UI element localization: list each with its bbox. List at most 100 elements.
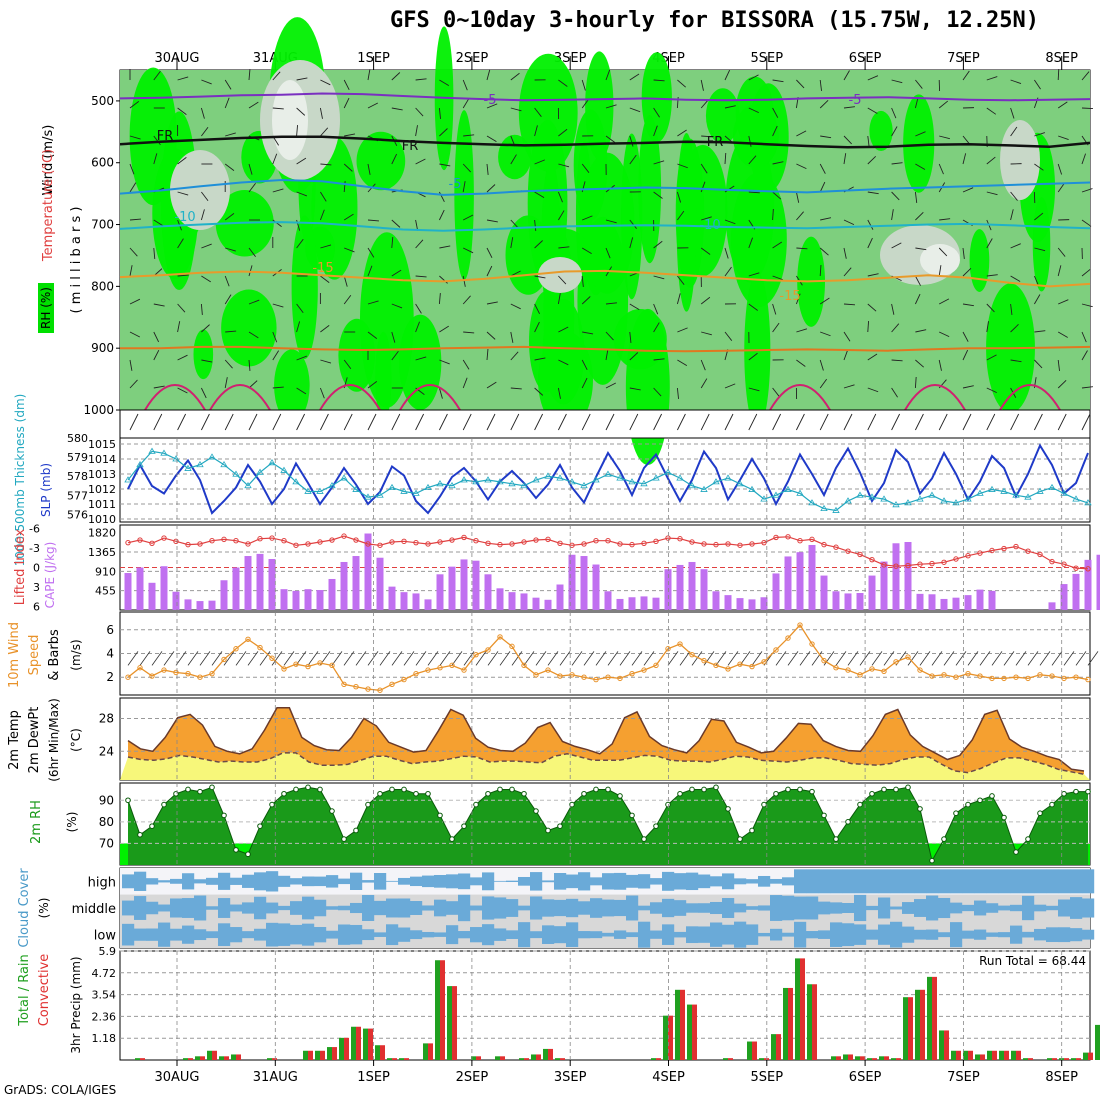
thickness-point (376, 491, 384, 498)
wind-barb (677, 210, 685, 221)
wind-barb (1081, 71, 1090, 81)
wind-barb (724, 105, 736, 109)
wind-barb (676, 191, 682, 203)
wind-speed-point (665, 646, 671, 652)
precip-convective-bar (800, 958, 805, 1060)
wind-barb (438, 293, 441, 305)
surface-wind-barb (595, 651, 607, 666)
lifted-index-point (365, 541, 371, 547)
cloud-cover-cell (518, 876, 531, 886)
precip-tick-label: 2.36 (92, 1010, 117, 1023)
wind-barb (534, 303, 540, 315)
lifted-index-point (149, 540, 155, 547)
surface-wind-barb (1010, 413, 1020, 431)
cloud-cover-cell (182, 873, 195, 890)
wind-barb (843, 153, 847, 165)
cloud-cover-cell (326, 875, 339, 888)
rh-point (341, 836, 347, 842)
surface-wind-barb (795, 413, 805, 431)
surface-wind-barb (679, 651, 691, 666)
wind-barb (820, 331, 831, 337)
wind-barb (653, 125, 658, 137)
thickness-point (748, 485, 756, 492)
lifted-index-point (377, 542, 383, 548)
isotherm--15 (119, 269, 1091, 288)
wind-barb (700, 247, 711, 255)
wind-speed-point (677, 641, 683, 647)
wind-barb (724, 383, 736, 389)
rh-point (689, 786, 695, 793)
precip-total-bar (951, 1050, 956, 1060)
wind-barb (224, 213, 235, 221)
wind-barb (557, 293, 561, 305)
wind-barb (915, 247, 927, 251)
cloud-cover-cell (518, 905, 531, 911)
rh-point (245, 851, 251, 858)
cloud-cover-cell (974, 929, 987, 940)
wind-barb (629, 352, 639, 361)
cloud-cover-cell (878, 869, 891, 894)
wind-barb (962, 385, 974, 389)
wind-barb (510, 387, 522, 390)
precip-convective-bar (920, 989, 925, 1060)
rh-point (413, 790, 419, 797)
wind-barb (177, 274, 189, 277)
rh-high-region (1032, 197, 1051, 292)
wind-barb (534, 321, 540, 333)
lifted-index-point (293, 542, 299, 548)
wind-barb (343, 97, 350, 109)
lifted-index-point (893, 563, 899, 569)
lifted-index-point (653, 538, 659, 545)
wind-barb (177, 191, 189, 196)
wind-barb (581, 275, 584, 287)
wind-speed-point (305, 663, 311, 670)
rh-point (833, 836, 839, 842)
precip-total-bar (759, 1058, 764, 1060)
ylabel-minmax: (6hr Min/Max) (47, 698, 61, 782)
lifted-index-tick-label: 3 (33, 581, 40, 594)
cloud-cover-cell (170, 878, 183, 884)
wind-barb (1081, 386, 1093, 389)
cloud-cover-cell (194, 895, 207, 921)
thickness-point (616, 474, 624, 481)
rh-point (821, 812, 827, 819)
surface-wind-barb (931, 651, 943, 666)
thickness-point (532, 476, 540, 483)
rh-point (617, 793, 623, 799)
surface-wind-barb (703, 651, 715, 666)
lifted-index-point (677, 536, 683, 542)
wind-barb (558, 163, 570, 168)
wind-barb (534, 191, 545, 199)
surface-wind-barb (427, 651, 439, 666)
wind-barb (319, 107, 323, 119)
wind-barb (677, 327, 688, 333)
cloud-cover-cell (794, 896, 807, 920)
cloud-cover-cell (266, 922, 279, 947)
wind-barb (1081, 219, 1092, 227)
rh-point (161, 801, 167, 808)
wind-barb (605, 382, 617, 389)
precip-convective-bar (932, 976, 937, 1060)
thickness-point (736, 480, 744, 487)
cloud-cover-cell (122, 900, 135, 916)
thickness-point (352, 485, 360, 492)
wind-barb (248, 182, 256, 193)
wind-barb (605, 349, 609, 361)
wind-barb (129, 247, 138, 257)
thickness-point (784, 485, 792, 492)
thickness-point (268, 459, 276, 466)
lifted-index-tick-label: -6 (29, 522, 40, 535)
precip-convective-bar (872, 1058, 877, 1060)
wind-barb (796, 211, 804, 221)
cape-bar (196, 601, 204, 610)
rh-point (629, 812, 635, 819)
cloud-cover-cell (626, 932, 639, 938)
rh-point (497, 786, 503, 793)
wind-barb (1057, 68, 1060, 81)
cloud-cover-cell (530, 872, 543, 891)
cloud-cover-cell (470, 927, 483, 943)
thickness-point (856, 491, 864, 498)
wind-tick-label: 6 (106, 623, 114, 637)
cloud-cover-cell (650, 878, 663, 885)
wind-barb (129, 163, 135, 175)
